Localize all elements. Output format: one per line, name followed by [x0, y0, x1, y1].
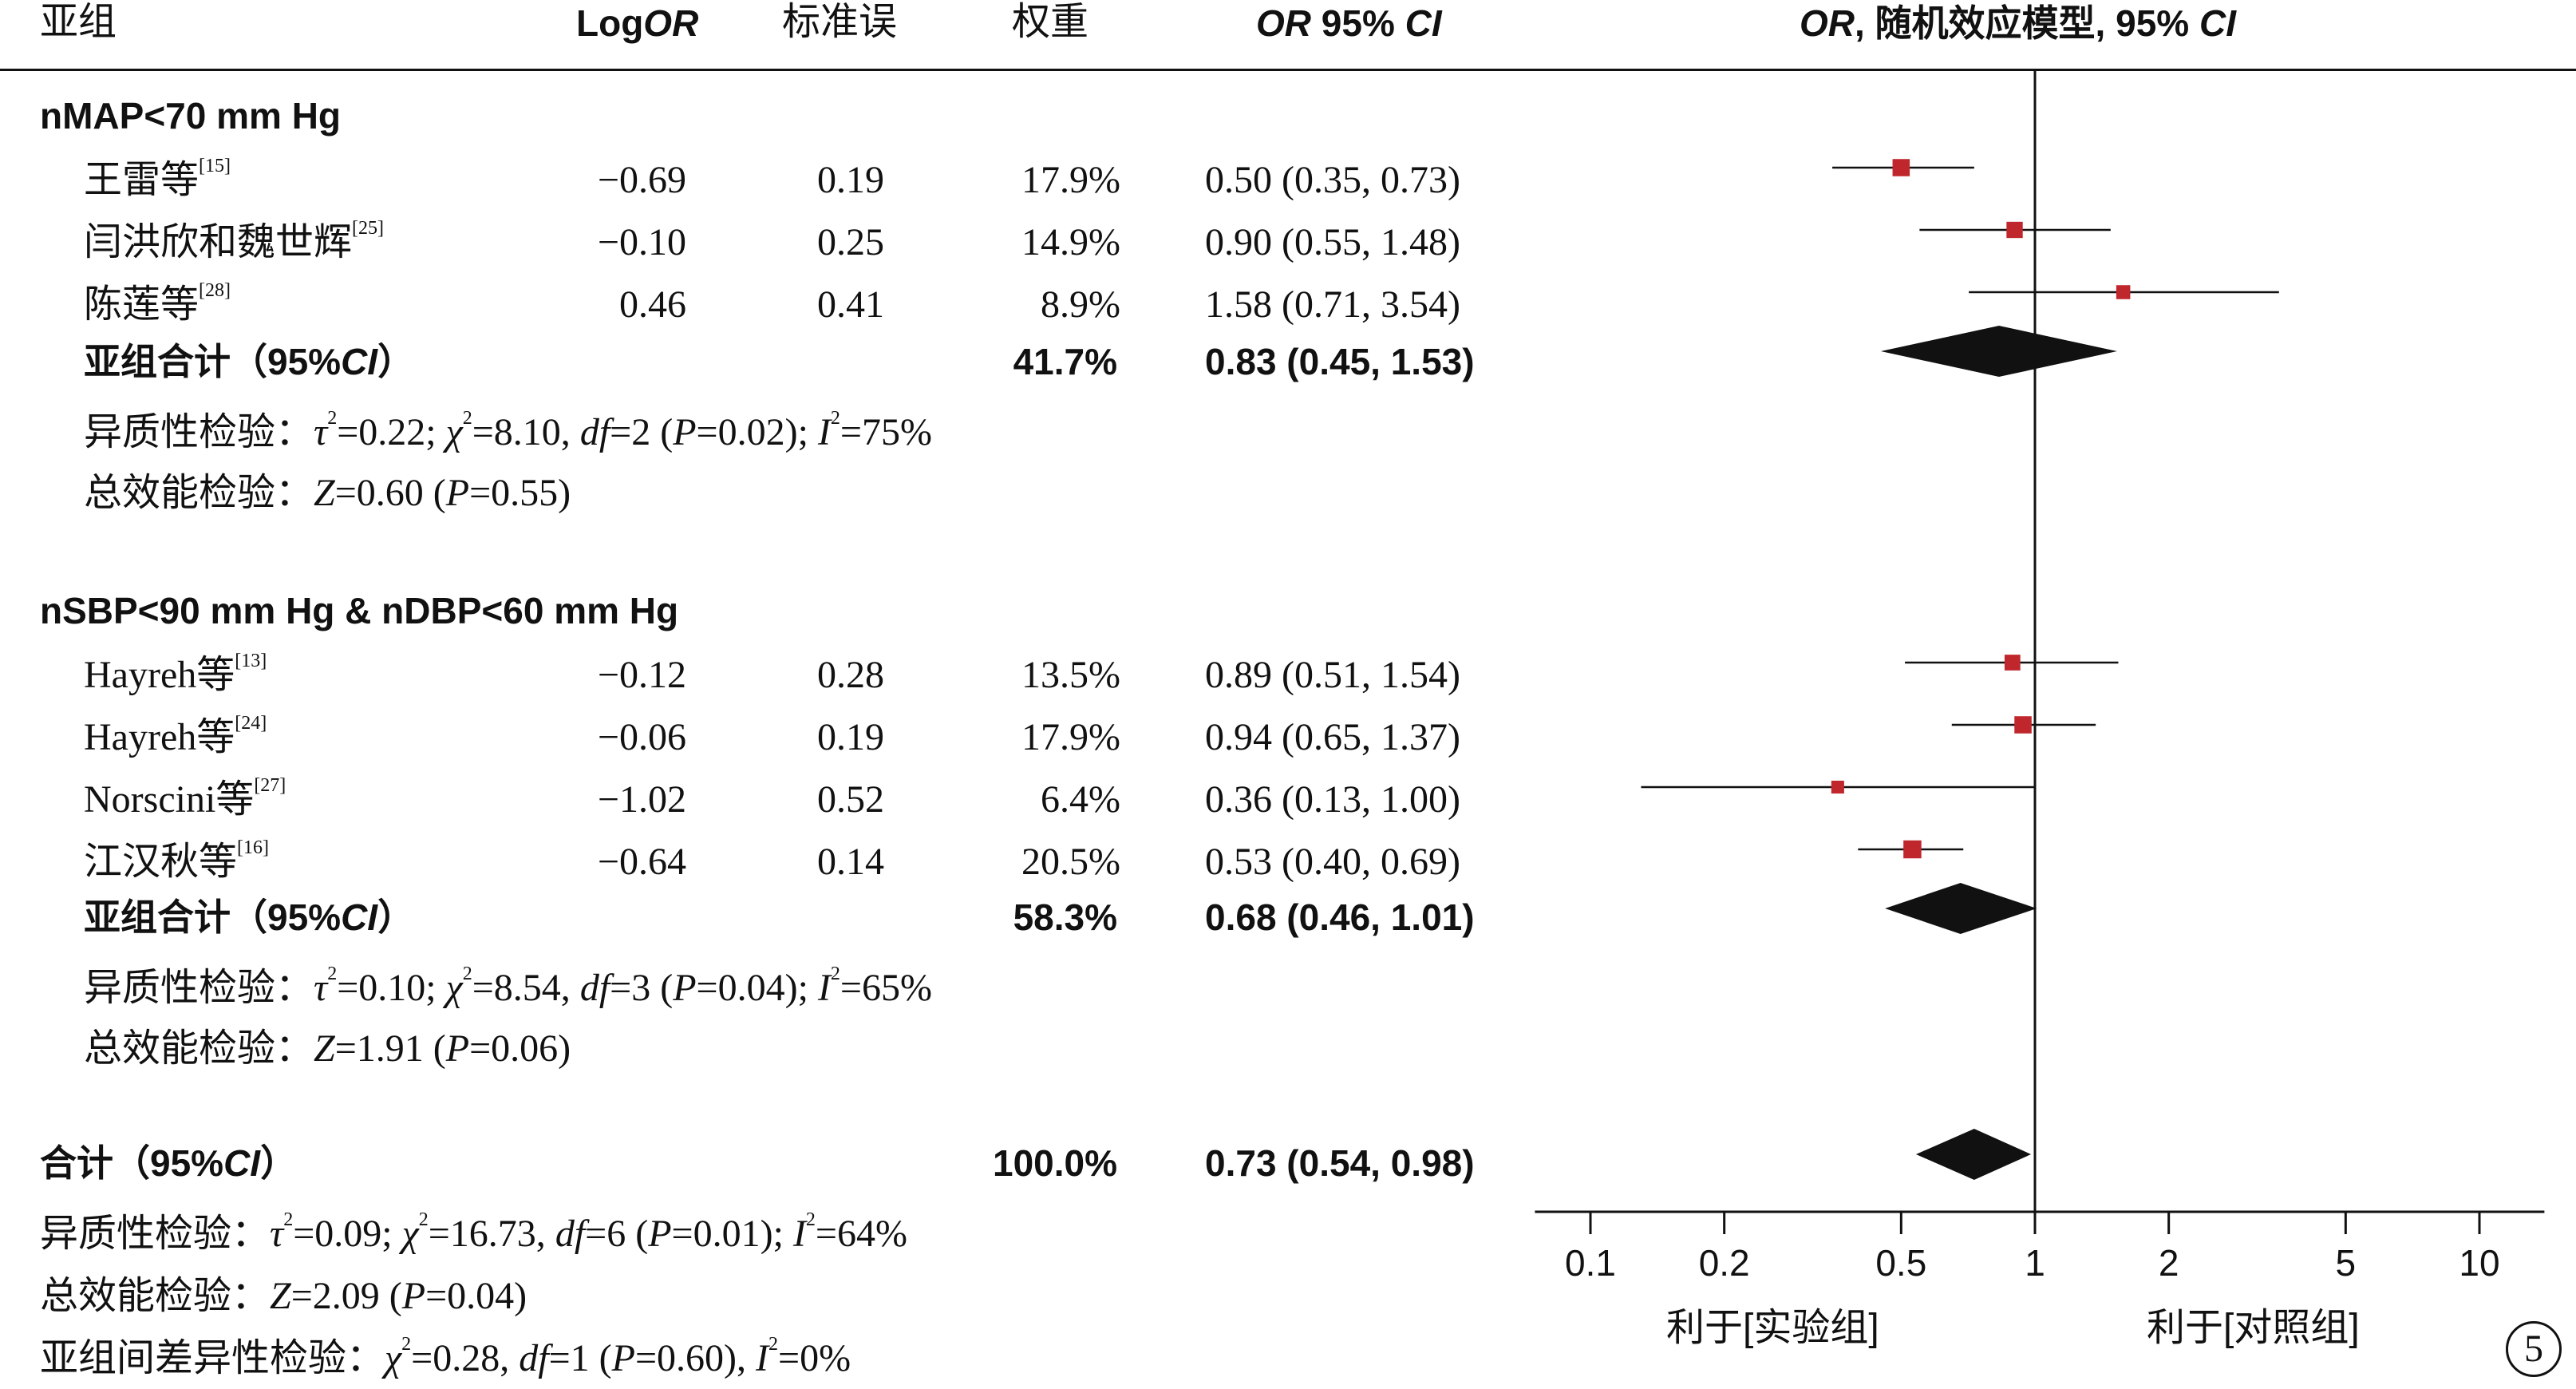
- overall-summary-diamond: [1915, 1129, 2032, 1180]
- study-point-estimate: [2006, 221, 2023, 239]
- study-weight: 6.4%: [1041, 778, 1120, 821]
- study-name: Norscini等[27]: [84, 775, 286, 821]
- study-name: 闫洪欣和魏世辉[25]: [84, 218, 384, 263]
- group-title-nsbp: nSBP<90 mm Hg & nDBP<60 mm Hg: [40, 590, 679, 631]
- study-se: 0.19: [817, 159, 884, 201]
- total-overall-effect-test: 总效能检验：Z=2.09 (P=0.04): [40, 1275, 527, 1317]
- subtotal-ci: 0.68 (0.46, 1.01): [1205, 896, 1475, 938]
- total-label: 合计（95%CI）: [40, 1142, 298, 1184]
- study-name: Hayreh等[13]: [84, 651, 267, 696]
- study-se: 0.19: [817, 716, 884, 758]
- study-ci: 0.50 (0.35, 0.73): [1205, 159, 1460, 201]
- study-name: 陈莲等[28]: [84, 280, 231, 326]
- subgroup-summary-diamond: [1880, 326, 2117, 377]
- study-point-estimate: [2014, 716, 2032, 734]
- overall-effect-test: 总效能检验：Z=0.60 (P=0.55): [84, 472, 571, 514]
- study-weight: 20.5%: [1021, 841, 1120, 883]
- study-weight: 17.9%: [1021, 716, 1120, 758]
- heterogeneity-test: 异质性检验：τ2=0.10; χ2=8.54, df=3 (P=0.04); I…: [84, 964, 932, 1009]
- study-name: 江汉秋等[16]: [84, 837, 269, 883]
- study-weight: 13.5%: [1021, 654, 1120, 696]
- study-se: 0.28: [817, 654, 884, 696]
- study-weight: 17.9%: [1021, 159, 1120, 201]
- study-ci: 0.36 (0.13, 1.00): [1205, 778, 1460, 821]
- study-name: Hayreh等[24]: [84, 713, 267, 758]
- overall-effect-test: 总效能检验：Z=1.91 (P=0.06): [84, 1027, 571, 1070]
- total-weight: 100.0%: [992, 1142, 1117, 1184]
- subtotal-ci: 0.83 (0.45, 1.53): [1205, 341, 1475, 382]
- study-ci: 0.89 (0.51, 1.54): [1205, 654, 1460, 696]
- study-logor: −0.10: [597, 221, 686, 263]
- header-logor: LogOR: [576, 2, 699, 44]
- subgroup-summary-diamond: [1885, 883, 2037, 934]
- subtotal-label: 亚组合计（95%CI）: [84, 341, 415, 382]
- study-se: 0.52: [817, 778, 884, 821]
- x-axis-tick-label: 5: [2336, 1242, 2357, 1284]
- x-axis-tick-label: 0.5: [1875, 1242, 1926, 1284]
- study-logor: −1.02: [597, 778, 686, 821]
- x-axis-tick-label: 10: [2459, 1242, 2499, 1284]
- total-heterogeneity-test: 异质性检验：τ2=0.09; χ2=16.73, df=6 (P=0.01); …: [40, 1209, 907, 1255]
- study-ci: 0.94 (0.65, 1.37): [1205, 716, 1460, 758]
- study-se: 0.25: [817, 221, 884, 263]
- panel-number-badge: 5: [2506, 1321, 2562, 1377]
- header-weight: 权重: [1012, 1, 1089, 43]
- total-ci: 0.73 (0.54, 0.98): [1205, 1142, 1475, 1184]
- header-rule: [0, 69, 2576, 71]
- subtotal-label: 亚组合计（95%CI）: [84, 896, 415, 938]
- study-se: 0.41: [817, 283, 884, 326]
- heterogeneity-test: 异质性检验：τ2=0.22; χ2=8.10, df=2 (P=0.02); I…: [84, 408, 932, 453]
- study-logor: −0.64: [597, 841, 686, 883]
- subtotal-weight: 58.3%: [1013, 896, 1117, 938]
- study-point-estimate: [1831, 780, 1844, 794]
- x-axis-tick-label: 0.2: [1699, 1242, 1750, 1284]
- x-axis-tick-label: 0.1: [1565, 1242, 1616, 1284]
- study-point-estimate: [1892, 159, 1910, 176]
- favours-right-label: 利于[对照组]: [2147, 1307, 2360, 1349]
- study-ci: 0.53 (0.40, 0.69): [1205, 841, 1460, 883]
- study-logor: −0.06: [597, 716, 686, 758]
- study-weight: 14.9%: [1021, 221, 1120, 263]
- subgroup-difference-test: 亚组间差异性检验：χ2=0.28, df=1 (P=0.60), I2=0%: [40, 1334, 851, 1379]
- study-point-estimate: [1903, 840, 1922, 859]
- study-logor: 0.46: [619, 283, 686, 326]
- study-logor: −0.69: [597, 159, 686, 201]
- header-ci: OR 95% CI: [1256, 2, 1442, 44]
- favours-left-label: 利于[实验组]: [1666, 1307, 1879, 1349]
- x-axis-tick-label: 2: [2159, 1242, 2179, 1284]
- header-subgroup: 亚组: [40, 1, 117, 43]
- header-plot-title: OR, 随机效应模型, 95% CI: [1800, 2, 2236, 44]
- study-se: 0.14: [817, 841, 884, 883]
- study-ci: 1.58 (0.71, 3.54): [1205, 283, 1460, 326]
- study-point-estimate: [2004, 655, 2021, 671]
- x-axis-tick-label: 1: [2025, 1242, 2045, 1284]
- subtotal-weight: 41.7%: [1013, 341, 1117, 382]
- study-point-estimate: [2116, 285, 2131, 299]
- header-se: 标准误: [782, 1, 898, 43]
- study-name: 王雷等[15]: [84, 156, 231, 201]
- group-title-nmap: nMAP<70 mm Hg: [40, 95, 342, 137]
- study-logor: −0.12: [597, 654, 686, 696]
- study-ci: 0.90 (0.55, 1.48): [1205, 221, 1460, 263]
- study-weight: 8.9%: [1041, 283, 1120, 326]
